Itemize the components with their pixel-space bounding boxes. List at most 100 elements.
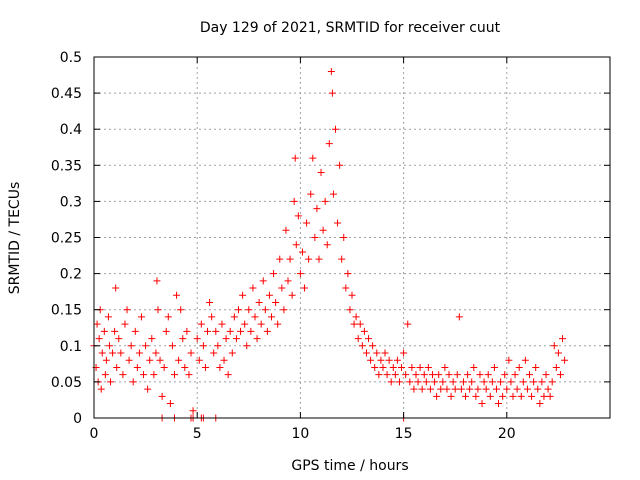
data-point	[276, 255, 284, 263]
data-point	[111, 327, 119, 335]
data-point	[282, 226, 290, 234]
x-tick-label: 10	[291, 426, 309, 442]
data-point	[540, 392, 548, 400]
data-point	[344, 270, 352, 278]
data-point	[150, 371, 158, 379]
data-point	[257, 320, 265, 328]
data-point	[95, 335, 103, 343]
data-point	[226, 327, 234, 335]
x-tick-label: 0	[90, 426, 99, 442]
data-point	[253, 335, 261, 343]
data-point	[319, 226, 327, 234]
y-tick-label: 0	[73, 411, 82, 427]
data-point	[561, 356, 569, 364]
data-point	[323, 241, 331, 249]
y-tick-label: 0.2	[60, 267, 82, 283]
data-point	[505, 356, 513, 364]
data-point	[154, 306, 162, 314]
data-point	[348, 291, 356, 299]
data-point	[113, 363, 121, 371]
data-point	[329, 190, 337, 198]
data-point	[544, 385, 552, 393]
data-point	[426, 385, 434, 393]
data-point	[166, 400, 174, 408]
data-point	[443, 385, 451, 393]
data-point	[464, 371, 472, 379]
data-point	[183, 327, 191, 335]
y-tick-label: 0.25	[51, 231, 82, 247]
data-point	[422, 378, 430, 386]
data-point	[437, 385, 445, 393]
data-point	[146, 356, 154, 364]
data-point	[455, 313, 463, 321]
data-point	[98, 349, 106, 357]
data-point	[459, 378, 467, 386]
data-point	[249, 284, 257, 292]
data-point	[255, 298, 263, 306]
data-point	[325, 140, 333, 148]
data-point	[185, 371, 193, 379]
data-point	[296, 270, 304, 278]
data-point	[474, 385, 482, 393]
data-point	[488, 378, 496, 386]
data-point	[259, 277, 267, 285]
data-point	[309, 154, 317, 162]
data-point	[189, 407, 197, 415]
data-point	[447, 392, 455, 400]
data-point	[528, 392, 536, 400]
data-point	[212, 327, 220, 335]
data-point	[222, 335, 230, 343]
data-point	[424, 363, 432, 371]
data-point	[127, 342, 135, 350]
data-point	[164, 313, 172, 321]
data-point	[208, 313, 216, 321]
y-tick-label: 0.45	[51, 86, 82, 102]
data-point	[486, 392, 494, 400]
data-point	[457, 385, 465, 393]
x-tick-label: 5	[193, 426, 202, 442]
data-point	[328, 89, 336, 97]
data-point	[334, 219, 342, 227]
data-point	[261, 306, 269, 314]
data-point	[513, 385, 521, 393]
data-point	[385, 356, 393, 364]
data-point	[100, 327, 108, 335]
data-point	[129, 378, 137, 386]
data-point	[201, 363, 209, 371]
data-point	[435, 371, 443, 379]
data-point	[121, 320, 129, 328]
data-point	[511, 371, 519, 379]
data-point	[420, 371, 428, 379]
axis-ticks: 0 0.05 0.1 0.15 0.2 0.25 0.3 0.35 0.4 0.45 0.5 0 5 10…	[51, 50, 610, 442]
data-point	[125, 356, 133, 364]
data-point	[431, 378, 439, 386]
data-point	[305, 255, 313, 263]
data-point	[451, 385, 459, 393]
data-point	[220, 356, 228, 364]
data-point	[214, 342, 222, 350]
data-point	[331, 125, 339, 133]
data-point	[158, 392, 166, 400]
data-point	[140, 371, 148, 379]
data-point	[406, 378, 414, 386]
data-point	[484, 371, 492, 379]
data-point	[237, 327, 245, 335]
data-point	[530, 378, 538, 386]
x-tick-label: 15	[395, 426, 413, 442]
data-point	[251, 313, 259, 321]
data-point	[152, 349, 160, 357]
data-point	[350, 320, 358, 328]
data-point	[400, 349, 408, 357]
data-point	[336, 161, 344, 169]
data-point	[170, 371, 178, 379]
data-point	[181, 363, 189, 371]
data-point	[177, 306, 185, 314]
data-point	[416, 363, 424, 371]
data-point	[371, 363, 379, 371]
data-point	[449, 378, 457, 386]
data-point	[532, 363, 540, 371]
data-point	[369, 342, 377, 350]
data-point	[439, 378, 447, 386]
data-point	[197, 320, 205, 328]
